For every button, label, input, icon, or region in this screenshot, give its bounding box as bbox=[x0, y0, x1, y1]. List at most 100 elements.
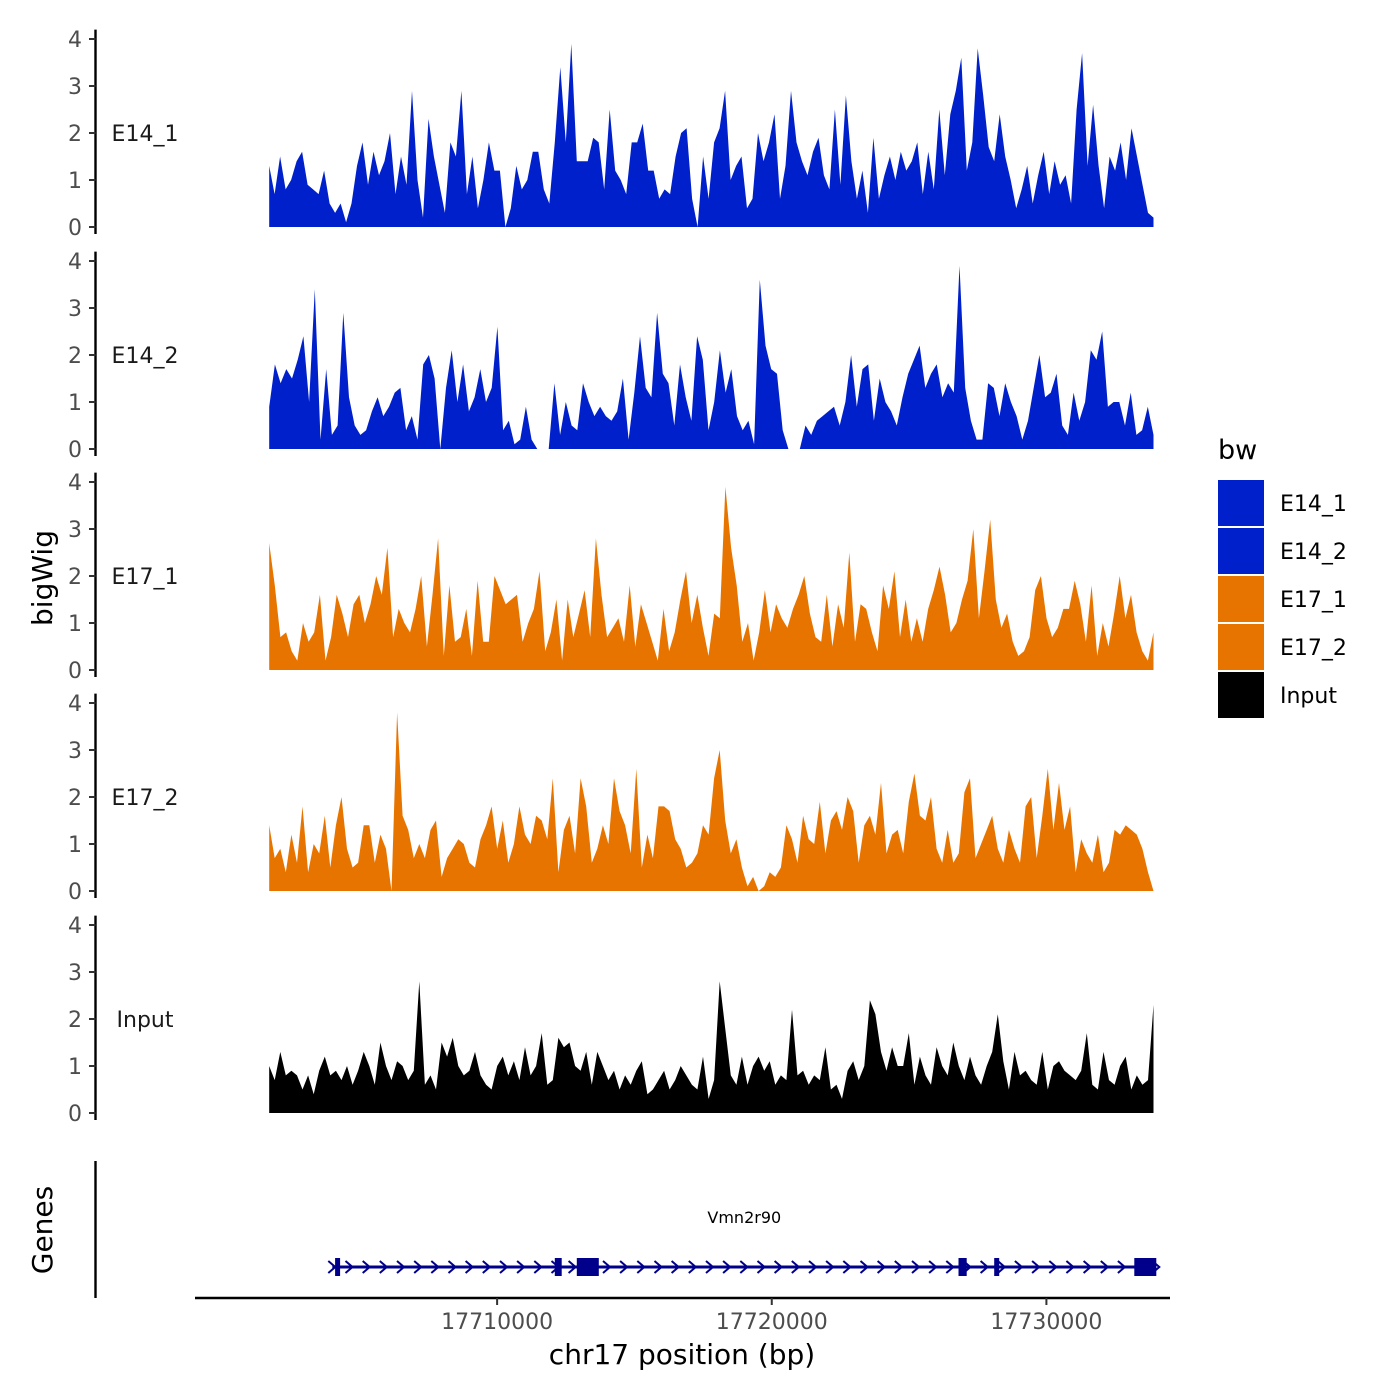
strand-arrow bbox=[979, 1260, 990, 1274]
y-tick-label: 3 bbox=[68, 297, 82, 322]
legend-label: E14_1 bbox=[1280, 492, 1347, 517]
x-ticks: 17710000 17720000 17730000 bbox=[441, 1298, 1102, 1335]
strand-arrow bbox=[1014, 1260, 1024, 1274]
legend-title: bw bbox=[1218, 435, 1257, 466]
gene-exon bbox=[958, 1258, 967, 1276]
gene-name-label: Vmn2r90 bbox=[707, 1208, 781, 1227]
strand-arrow bbox=[379, 1260, 389, 1274]
strand-arrow bbox=[499, 1260, 509, 1274]
strand-arrow bbox=[533, 1260, 543, 1274]
strand-arrow bbox=[430, 1260, 440, 1274]
y-tick-label: 2 bbox=[68, 1008, 82, 1033]
gene-exon bbox=[1134, 1258, 1157, 1276]
gene-exon bbox=[576, 1258, 599, 1276]
track-label: E17_1 bbox=[112, 565, 179, 590]
strand-arrow bbox=[1082, 1260, 1093, 1274]
strand-arrow bbox=[876, 1260, 887, 1274]
legend-label: E14_2 bbox=[1280, 540, 1347, 565]
strand-arrow bbox=[1065, 1260, 1075, 1274]
y-tick-label: 2 bbox=[68, 565, 82, 590]
strand-arrow bbox=[636, 1260, 646, 1274]
y-tick-label: 4 bbox=[68, 28, 82, 53]
legend-swatch bbox=[1218, 576, 1264, 622]
strand-arrow bbox=[447, 1260, 458, 1274]
strand-arrow bbox=[1117, 1260, 1127, 1274]
gene-model bbox=[327, 1258, 1161, 1276]
strand-arrow bbox=[773, 1260, 784, 1274]
strand-arrow bbox=[722, 1260, 732, 1274]
gene-exon bbox=[554, 1258, 562, 1276]
legend-entries: E14_1 E14_2 E17_1 E17_2 Input bbox=[1218, 480, 1347, 718]
y-tick-label: 3 bbox=[68, 739, 82, 764]
strand-arrow bbox=[413, 1260, 423, 1274]
legend: bw E14_1 E14_2 E17_1 E17_2 Input bbox=[1218, 435, 1347, 718]
track-label: E14_2 bbox=[112, 344, 179, 369]
y-tick-label: 1 bbox=[68, 1055, 82, 1080]
x-tick-label: 17730000 bbox=[990, 1310, 1102, 1335]
signal-area-e17-1 bbox=[269, 486, 1154, 670]
strand-arrow bbox=[602, 1260, 612, 1274]
strand-arrow bbox=[567, 1260, 578, 1274]
legend-entry-e17-1: E17_1 bbox=[1218, 576, 1347, 622]
y-tick-label: 3 bbox=[68, 961, 82, 986]
signal-tracks: 0 1 2 3 4 E14_1 0 1 2 3 4 E14_2 0 1 2 3 4 E17_1 0 1 2 3 4 E17_2… bbox=[68, 28, 1154, 1127]
y-tick-label: 2 bbox=[68, 786, 82, 811]
strand-arrow bbox=[791, 1260, 801, 1274]
track-e17-1: 0 1 2 3 4 E17_1 bbox=[68, 471, 1154, 684]
strand-arrow bbox=[859, 1260, 870, 1274]
y-tick-label: 0 bbox=[68, 880, 82, 905]
y-tick-label: 4 bbox=[68, 471, 82, 496]
strand-arrow bbox=[928, 1260, 938, 1274]
track-e14-1: 0 1 2 3 4 E14_1 bbox=[68, 28, 1154, 241]
y-axis-title: bigWig bbox=[26, 530, 59, 626]
strand-arrow bbox=[1031, 1260, 1041, 1274]
y-tick-label: 2 bbox=[68, 344, 82, 369]
track-e17-2: 0 1 2 3 4 E17_2 bbox=[68, 692, 1154, 905]
legend-entry-e14-1: E14_1 bbox=[1218, 480, 1347, 526]
legend-label: E17_1 bbox=[1280, 588, 1347, 613]
strand-arrow bbox=[516, 1260, 526, 1274]
strand-arrow bbox=[1048, 1260, 1058, 1274]
strand-arrow bbox=[464, 1260, 475, 1274]
strand-arrow bbox=[739, 1260, 749, 1274]
legend-label: E17_2 bbox=[1280, 636, 1347, 661]
legend-swatch bbox=[1218, 624, 1264, 670]
strand-arrow bbox=[688, 1260, 698, 1274]
signal-area-e14-1 bbox=[269, 43, 1154, 228]
legend-swatch bbox=[1218, 480, 1264, 526]
y-tick-label: 1 bbox=[68, 833, 82, 858]
strand-arrow bbox=[362, 1260, 372, 1274]
gene-exon bbox=[994, 1258, 1000, 1276]
y-tick-label: 0 bbox=[68, 216, 82, 241]
strand-arrow bbox=[756, 1260, 767, 1274]
track-label: Input bbox=[117, 1008, 174, 1033]
legend-swatch bbox=[1218, 528, 1264, 574]
x-tick-label: 17710000 bbox=[441, 1310, 553, 1335]
x-tick-label: 17720000 bbox=[716, 1310, 828, 1335]
strand-arrow bbox=[825, 1260, 835, 1274]
y-tick-label: 3 bbox=[68, 75, 82, 100]
x-axis: 17710000 17720000 17730000 chr17 position … bbox=[195, 1296, 1170, 1371]
legend-entry-input: Input bbox=[1218, 672, 1337, 718]
signal-area-input bbox=[269, 981, 1154, 1113]
y-tick-label: 1 bbox=[68, 391, 82, 416]
y-tick-label: 0 bbox=[68, 1102, 82, 1127]
strand-arrow bbox=[344, 1260, 355, 1274]
track-label: E17_2 bbox=[112, 786, 179, 811]
gene-exon bbox=[335, 1258, 341, 1276]
strand-arrow bbox=[945, 1260, 955, 1274]
y-tick-label: 3 bbox=[68, 518, 82, 543]
strand-arrow bbox=[653, 1260, 664, 1274]
strand-arrow bbox=[396, 1260, 406, 1274]
legend-entry-e14-2: E14_2 bbox=[1218, 528, 1347, 574]
signal-area-e14-2 bbox=[269, 265, 1154, 449]
strand-arrow bbox=[808, 1260, 818, 1274]
y-tick-label: 2 bbox=[68, 122, 82, 147]
strand-arrow bbox=[911, 1260, 921, 1274]
strand-arrow bbox=[894, 1260, 904, 1274]
strand-arrow bbox=[705, 1260, 715, 1274]
y-tick-label: 4 bbox=[68, 692, 82, 717]
legend-swatch bbox=[1218, 672, 1264, 718]
y-tick-label: 4 bbox=[68, 914, 82, 939]
gene-panel: Genes Vmn2r90 bbox=[26, 1161, 1161, 1298]
